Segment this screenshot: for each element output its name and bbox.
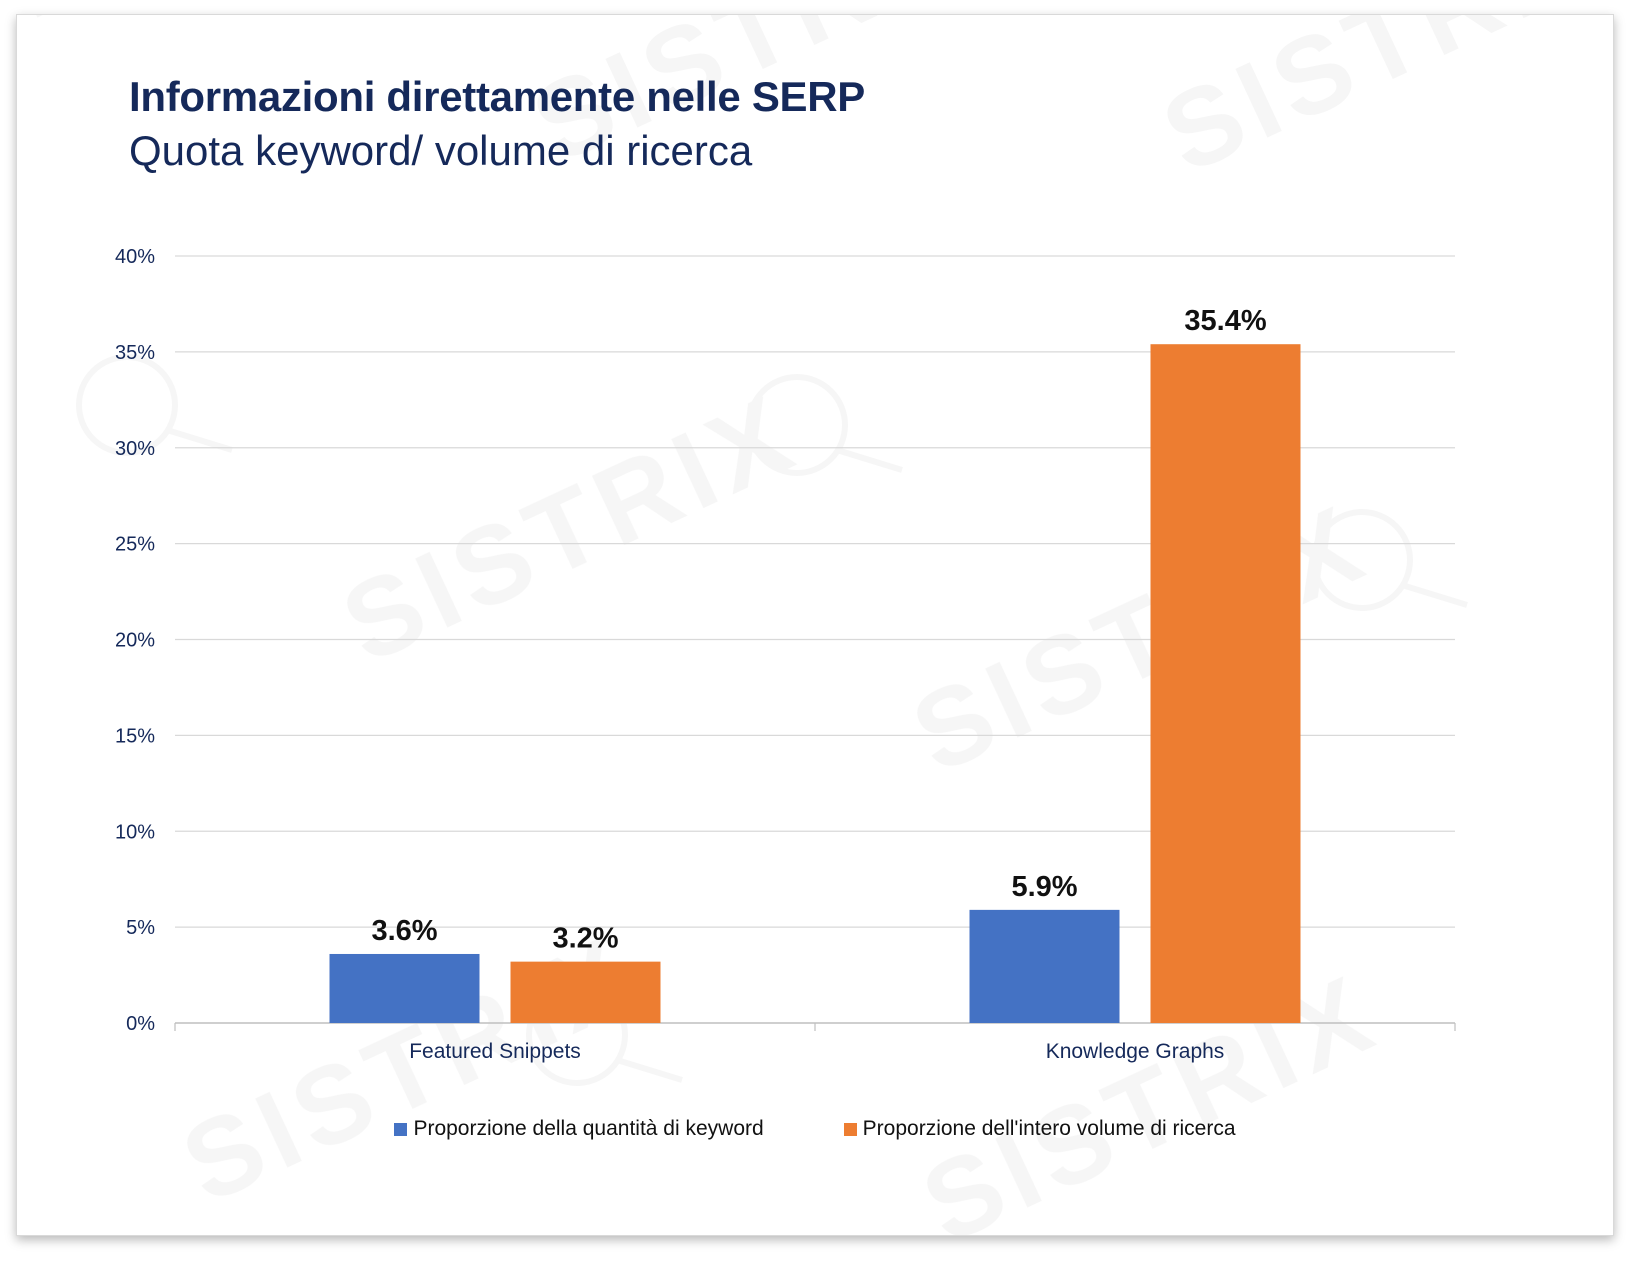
watermark-magnifier-handle xyxy=(616,1057,683,1083)
y-tick-label: 15% xyxy=(115,725,155,747)
x-axis-ticks: Featured Snippets Knowledge Graphs xyxy=(409,1040,1224,1063)
bars xyxy=(329,344,1301,1024)
y-tick-label: 40% xyxy=(115,246,155,268)
y-axis-ticks: 0% 5% 10% 15% 20% 25% 30% 35% 40% xyxy=(115,246,155,1035)
legend-item-volume-share: Proporzione dell'intero volume di ricerc… xyxy=(843,1117,1236,1141)
legend-swatch-blue xyxy=(394,1122,408,1136)
data-label: 5.9% xyxy=(1011,871,1077,903)
bar-volume-knowledge-graphs xyxy=(1150,344,1301,1024)
watermark-magnifier-icon xyxy=(76,354,178,456)
legend-swatch-orange xyxy=(843,1122,857,1136)
watermark-text: SISTRIX xyxy=(895,481,1386,797)
legend-label: Proporzione dell'intero volume di ricerc… xyxy=(862,1117,1236,1140)
chart-title: Informazioni direttamente nelle SERP xyxy=(129,73,866,120)
data-label: 3.6% xyxy=(371,915,437,947)
x-category-label: Knowledge Graphs xyxy=(1046,1040,1225,1063)
chart-card: SISTRIX SISTRIX SISTRIX SISTRIX SISTRIX SISTR… xyxy=(16,14,1614,1236)
watermark-magnifier-icon xyxy=(746,374,848,476)
y-tick-label: 0% xyxy=(126,1013,155,1035)
bar-keyword-featured-snippets xyxy=(329,953,480,1023)
watermark-magnifier-handle xyxy=(1401,582,1468,608)
data-labels: 3.6% 3.2% 5.9% 35.4% xyxy=(371,305,1266,954)
legend-item-keyword-share: Proporzione della quantità di keyword xyxy=(394,1117,764,1141)
y-tick-label: 10% xyxy=(115,821,155,843)
watermark-magnifier-handle xyxy=(836,447,903,473)
bar-keyword-knowledge-graphs xyxy=(969,909,1120,1023)
data-label: 35.4% xyxy=(1184,305,1266,337)
y-tick-label: 20% xyxy=(115,630,155,652)
watermark-magnifier-icon xyxy=(1311,509,1413,611)
watermark-magnifier-handle xyxy=(166,427,233,453)
watermark-text: SISTRIX xyxy=(17,15,406,77)
bar-volume-featured-snippets xyxy=(510,961,661,1023)
y-tick-label: 5% xyxy=(126,917,155,939)
y-tick-label: 25% xyxy=(115,534,155,556)
legend: Proporzione della quantità di keyword Pr… xyxy=(17,1117,1613,1141)
y-tick-label: 30% xyxy=(115,438,155,460)
legend-label: Proporzione della quantità di keyword xyxy=(413,1117,764,1140)
chart-subtitle: Quota keyword/ volume di ricerca xyxy=(129,127,753,174)
data-label: 3.2% xyxy=(552,923,618,955)
y-tick-label: 35% xyxy=(115,342,155,364)
x-category-label: Featured Snippets xyxy=(409,1040,581,1063)
watermark-text: SISTRIX xyxy=(1145,15,1613,197)
